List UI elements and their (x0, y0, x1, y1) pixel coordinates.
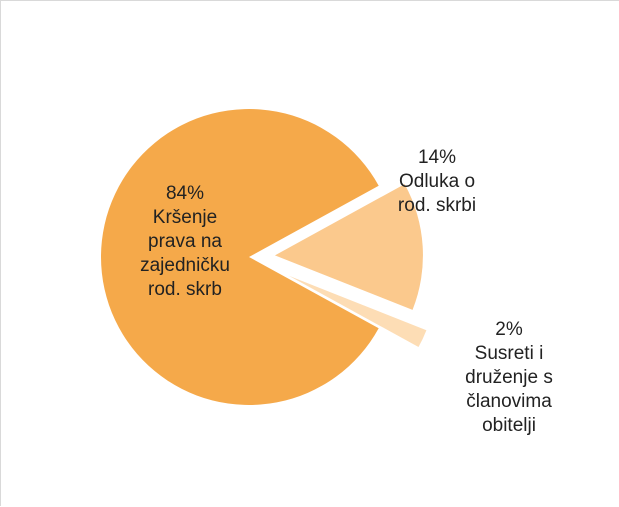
slice-category-label: Kršenje (153, 207, 217, 228)
slice-percent-label: 14% (418, 147, 456, 168)
slice-category-label: članovima (466, 391, 552, 412)
slice-label-84: 84% Kršenje prava na zajedničku rod. skrb (140, 183, 230, 300)
slice-category-label: druženje s (465, 367, 553, 388)
slice-label-14: 14% Odluka o rod. skrbi (398, 147, 476, 216)
pie-slice-2 (288, 275, 427, 348)
slice-category-label: obitelji (482, 415, 536, 436)
pie-slice-84 (101, 109, 379, 405)
slice-percent-label: 84% (166, 183, 204, 204)
slice-category-label: rod. skrbi (398, 195, 476, 216)
slice-category-label: zajedničku (140, 255, 230, 276)
slice-category-label: prava na (148, 231, 222, 252)
slice-category-label: Susreti i (475, 343, 544, 364)
slice-category-label: rod. skrb (148, 279, 222, 300)
pie-slice-14 (274, 184, 423, 310)
slice-category-label: Odluka o (399, 171, 475, 192)
slice-percent-label: 2% (495, 319, 523, 340)
slice-label-2: 2% Susreti i druženje s članovima obitelji (465, 319, 553, 436)
